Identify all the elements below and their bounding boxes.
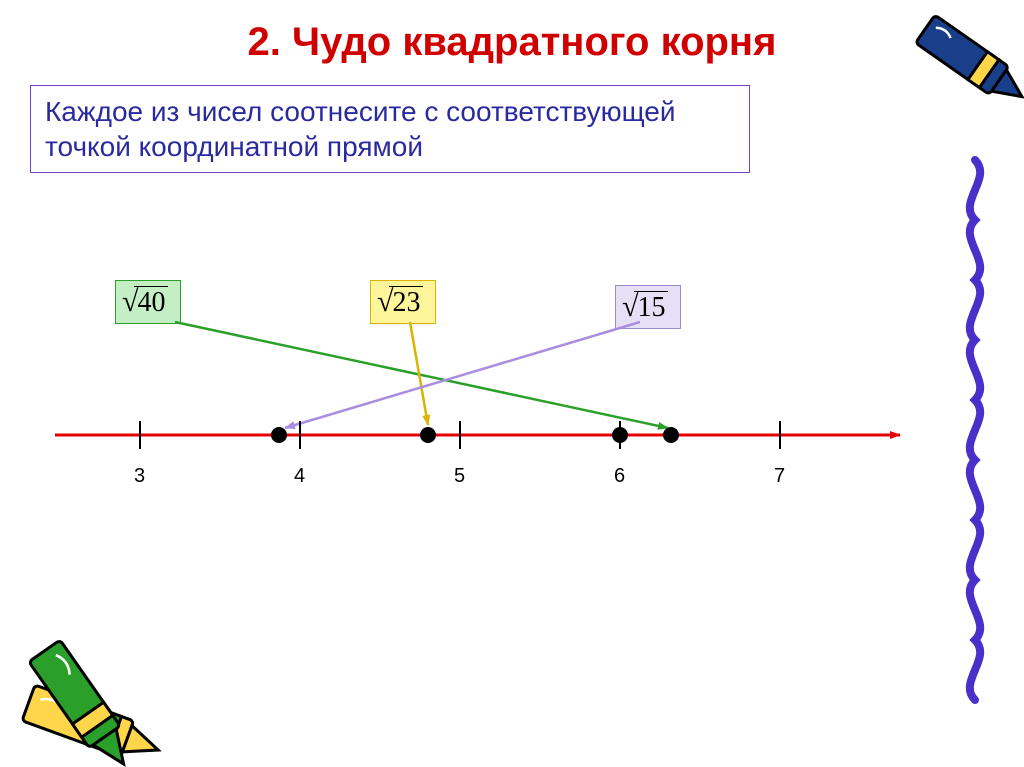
axis-label-3: 3 bbox=[134, 465, 145, 488]
instruction-box: Каждое из чисел соотнесите с соответству… bbox=[30, 85, 750, 173]
axis-label-7: 7 bbox=[774, 465, 785, 488]
slide-title: 2. Чудо квадратного корня bbox=[0, 20, 1024, 65]
arrow-sqrt40 bbox=[175, 322, 668, 428]
sqrt15-point bbox=[271, 427, 287, 443]
extra-point bbox=[612, 427, 628, 443]
squiggle-decoration bbox=[970, 160, 980, 700]
sqrt23-point bbox=[420, 427, 436, 443]
sqrt-23-box: √ 23 bbox=[370, 280, 436, 324]
radicand-15: 15 bbox=[634, 291, 668, 324]
radicand-40: 40 bbox=[134, 286, 168, 319]
sqrt40-point bbox=[663, 427, 679, 443]
arrow-sqrt23 bbox=[410, 322, 428, 425]
sqrt-40-box: √ 40 bbox=[115, 280, 181, 324]
axis-label-6: 6 bbox=[614, 465, 625, 488]
axis-label-5: 5 bbox=[454, 465, 465, 488]
sqrt-15-box: √ 15 bbox=[615, 285, 681, 329]
arrow-sqrt15 bbox=[285, 322, 640, 428]
radicand-23: 23 bbox=[389, 286, 423, 319]
crayon-yellow-icon bbox=[22, 685, 165, 767]
crayon-green-icon bbox=[29, 640, 139, 767]
axis-label-4: 4 bbox=[294, 465, 305, 488]
